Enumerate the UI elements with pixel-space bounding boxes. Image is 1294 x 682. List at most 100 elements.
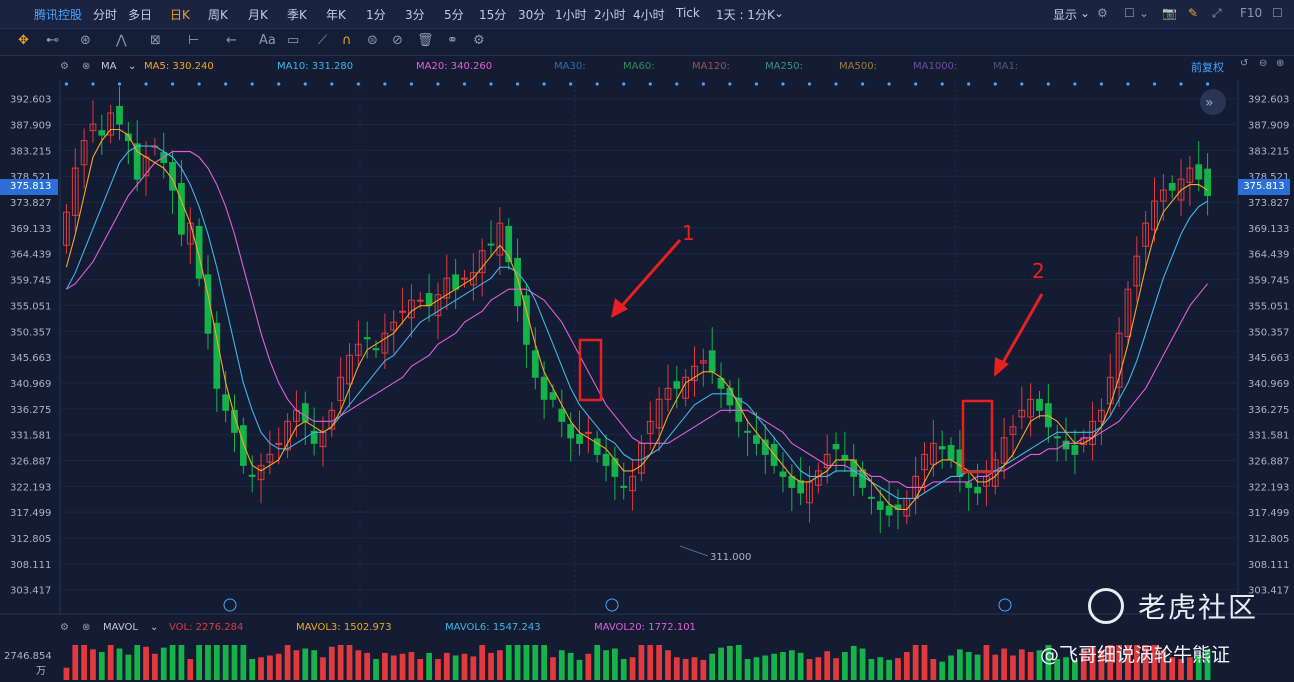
volume-bar-43 xyxy=(443,652,450,680)
tab-tick[interactable]: Tick xyxy=(676,6,700,20)
pen-icon[interactable]: ⊛ xyxy=(80,33,91,48)
volume-bar-79 xyxy=(762,655,769,680)
lock-icon[interactable]: ⊜ xyxy=(367,33,378,48)
signal-dot-12 xyxy=(170,82,175,86)
fullscreen-icon[interactable]: ⤢ xyxy=(1212,6,1222,20)
tab-daily-k[interactable]: 日K xyxy=(170,8,190,22)
measure-icon[interactable]: ⊠ xyxy=(150,33,161,48)
volume-bar-126 xyxy=(1178,659,1184,680)
tab-3min[interactable]: 3分 xyxy=(405,8,425,22)
crosshair-icon[interactable]: ✥ xyxy=(18,33,29,48)
zoom-out-icon[interactable]: ⊖ xyxy=(1259,58,1268,69)
ma500-label: MA500: xyxy=(839,61,877,72)
text-tool-button[interactable]: Aa xyxy=(259,33,276,48)
signal-dot-60 xyxy=(595,82,599,86)
signal-dot-30 xyxy=(330,82,334,86)
volume-bar-124 xyxy=(1160,650,1167,680)
stock-name-tab[interactable]: 腾讯控股 xyxy=(34,8,83,22)
volume-bar-21 xyxy=(249,659,256,680)
trash-icon[interactable]: 🗑 xyxy=(417,33,434,48)
y-tick-right-15: 322.193 xyxy=(1248,482,1289,493)
volume-bar-50 xyxy=(505,645,512,680)
display-chevron-down-icon[interactable]: ⌄ xyxy=(1080,6,1091,20)
ma-indicator-label[interactable]: MA xyxy=(101,61,117,72)
expand-chevron-icon[interactable]: » xyxy=(1205,95,1214,111)
last-price-tag-left: 375.813 xyxy=(0,179,58,195)
candle-body-3 xyxy=(89,123,97,132)
volume-bar-99 xyxy=(939,661,946,680)
line-icon[interactable]: ⊷ xyxy=(46,33,59,48)
settings-icon[interactable]: ⚙ xyxy=(473,33,485,48)
signal-dot-36 xyxy=(383,82,387,86)
tab-5min[interactable]: 5分 xyxy=(444,8,464,22)
settings-gear-icon[interactable]: ⚙ xyxy=(1097,6,1108,20)
magnet-icon[interactable]: ∩ xyxy=(342,33,352,48)
candle-body-86 xyxy=(823,453,831,469)
candle-body-98 xyxy=(929,442,937,465)
tab-1min[interactable]: 1分 xyxy=(366,8,386,22)
tab-4hour[interactable]: 4小时 xyxy=(633,8,665,22)
ruler-icon[interactable]: ⟋ xyxy=(318,33,328,48)
note-icon[interactable]: ▭ xyxy=(287,33,300,48)
pattern-icon[interactable]: ⋀ xyxy=(116,33,127,48)
tab-1hour[interactable]: 1小时 xyxy=(555,8,587,22)
legend-settings-gear-icon[interactable]: ⚙ xyxy=(60,61,69,72)
tab-monthly-k[interactable]: 月K xyxy=(248,8,268,22)
hide-icon[interactable]: ⊘ xyxy=(392,33,403,48)
candle-body-19 xyxy=(231,409,238,433)
y-tick-left-13: 331.581 xyxy=(10,431,51,442)
window-square-icon[interactable]: ☐ xyxy=(1272,6,1283,20)
tab-quarterly-k[interactable]: 季K xyxy=(287,8,307,22)
tab-multiday[interactable]: 多日 xyxy=(128,8,153,22)
candle-body-63 xyxy=(620,485,628,488)
range-selector[interactable]: 1天 : 1分K xyxy=(716,8,775,22)
adjust-forward-button[interactable]: 前复权 xyxy=(1191,61,1224,74)
volume-settings-gear-icon[interactable]: ⚙ xyxy=(60,622,69,633)
mavol-indicator-label[interactable]: MAVOL xyxy=(103,622,138,633)
volume-bar-119 xyxy=(1116,645,1122,680)
tab-2hour[interactable]: 2小时 xyxy=(594,8,626,22)
reset-icon[interactable]: ↺ xyxy=(1240,58,1249,69)
volume-close-icon[interactable]: ⊗ xyxy=(82,622,91,633)
volume-bar-16 xyxy=(205,645,211,680)
candle-body-129 xyxy=(1204,168,1211,197)
mavol-chevron-icon[interactable]: ⌄ xyxy=(150,622,159,633)
layout-square-icon[interactable]: ☐ xyxy=(1124,6,1135,20)
range-chevron-down-icon[interactable]: ⌄ xyxy=(774,6,785,20)
event-marker-3[interactable] xyxy=(998,598,1012,612)
y-tick-right-19: 303.417 xyxy=(1248,586,1289,597)
camera-icon[interactable]: 📷 xyxy=(1162,6,1177,20)
arrow-icon[interactable]: ← xyxy=(226,33,237,48)
event-marker-2[interactable] xyxy=(605,598,619,612)
signal-dot-69 xyxy=(675,82,679,86)
link-icon[interactable]: ⚭ xyxy=(447,33,458,48)
volume-bar-57 xyxy=(567,652,574,680)
candle-body-1 xyxy=(71,167,79,216)
zoom-in-icon[interactable]: ⊕ xyxy=(1276,58,1285,69)
display-menu[interactable]: 显示 xyxy=(1053,8,1078,22)
expand-right-icon[interactable] xyxy=(1200,89,1226,115)
candle-body-58 xyxy=(576,434,583,444)
tab-intraday[interactable]: 分时 xyxy=(93,8,118,22)
draw-pencil-icon[interactable]: ✎ xyxy=(1188,6,1199,20)
volume-bar-110 xyxy=(1036,650,1043,680)
legend-close-icon[interactable]: ⊗ xyxy=(82,61,91,72)
candle-body-40 xyxy=(416,299,424,302)
candle-body-119 xyxy=(1115,332,1123,388)
tab-30min[interactable]: 30分 xyxy=(518,8,546,22)
tab-yearly-k[interactable]: 年K xyxy=(326,8,346,22)
f10-button[interactable]: F10 xyxy=(1240,6,1263,20)
tab-15min[interactable]: 15分 xyxy=(479,8,507,22)
candle-body-106 xyxy=(1000,437,1008,464)
layout-chevron-down-icon[interactable]: ⌄ xyxy=(1139,6,1150,20)
signal-dot-75 xyxy=(728,82,732,86)
range-icon[interactable]: ⊢ xyxy=(188,33,200,48)
chart-grid xyxy=(0,80,1294,615)
last-price-tag: 375.813 xyxy=(1238,179,1290,195)
volume-bar-94 xyxy=(895,658,901,680)
ma-indicator-chevron-icon[interactable]: ⌄ xyxy=(128,61,137,72)
tab-weekly-k[interactable]: 周K xyxy=(208,8,228,22)
event-marker-1[interactable] xyxy=(223,598,237,612)
candle-body-123 xyxy=(1151,200,1158,231)
